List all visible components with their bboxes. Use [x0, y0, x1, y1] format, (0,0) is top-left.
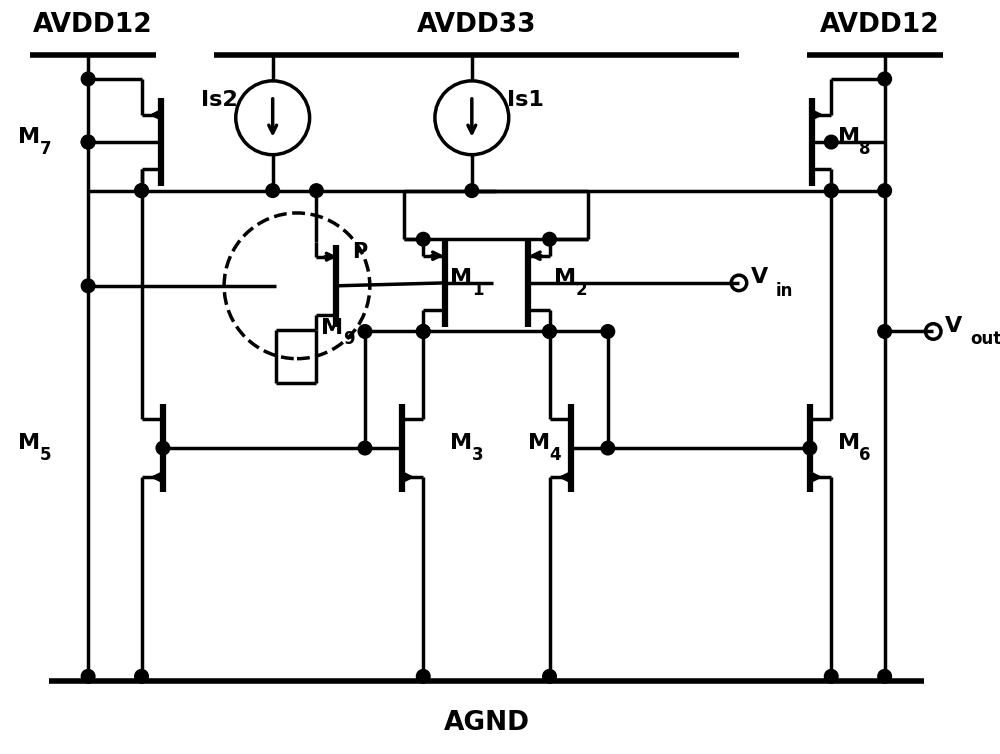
Circle shape: [266, 184, 279, 198]
Circle shape: [156, 441, 170, 455]
Text: 9: 9: [343, 330, 354, 348]
Circle shape: [601, 441, 615, 455]
Circle shape: [135, 184, 148, 198]
Text: 8: 8: [859, 139, 871, 158]
Circle shape: [601, 325, 615, 339]
Circle shape: [543, 325, 556, 339]
Circle shape: [543, 232, 556, 246]
Text: M: M: [450, 268, 473, 288]
Text: M: M: [18, 434, 40, 453]
Text: M: M: [450, 434, 473, 453]
Text: M: M: [838, 434, 860, 453]
Text: 3: 3: [472, 446, 483, 464]
Circle shape: [878, 670, 891, 683]
Circle shape: [824, 184, 838, 198]
Text: M: M: [528, 434, 550, 453]
Text: in: in: [776, 282, 793, 299]
Circle shape: [81, 135, 95, 149]
Circle shape: [543, 670, 556, 683]
Text: V: V: [751, 267, 768, 287]
Text: P: P: [352, 242, 368, 262]
Circle shape: [543, 325, 556, 339]
Text: 6: 6: [859, 446, 871, 464]
Circle shape: [803, 441, 817, 455]
Circle shape: [824, 670, 838, 683]
Circle shape: [416, 670, 430, 683]
Circle shape: [878, 184, 891, 198]
Text: 4: 4: [550, 446, 561, 464]
Circle shape: [81, 72, 95, 86]
Text: M: M: [18, 127, 40, 147]
Text: 5: 5: [40, 446, 51, 464]
Circle shape: [416, 325, 430, 339]
Circle shape: [416, 232, 430, 246]
Circle shape: [878, 325, 891, 339]
Circle shape: [824, 135, 838, 149]
Text: out: out: [970, 330, 1000, 348]
Circle shape: [358, 441, 372, 455]
Text: AVDD12: AVDD12: [820, 13, 940, 38]
Circle shape: [135, 670, 148, 683]
Text: 7: 7: [40, 139, 51, 158]
Text: AGND: AGND: [443, 710, 529, 736]
Text: M: M: [838, 127, 860, 147]
Text: M: M: [554, 268, 577, 288]
Circle shape: [878, 72, 891, 86]
Circle shape: [465, 184, 479, 198]
Text: AVDD33: AVDD33: [417, 13, 536, 38]
Text: 2: 2: [576, 280, 587, 299]
Circle shape: [81, 135, 95, 149]
Circle shape: [310, 184, 323, 198]
Text: M: M: [321, 317, 343, 338]
Circle shape: [416, 325, 430, 339]
Text: Is2: Is2: [201, 90, 238, 110]
Circle shape: [824, 184, 838, 198]
Text: 1: 1: [472, 280, 483, 299]
Circle shape: [358, 325, 372, 339]
Circle shape: [81, 279, 95, 293]
Circle shape: [81, 670, 95, 683]
Text: AVDD12: AVDD12: [33, 13, 153, 38]
Text: V: V: [945, 316, 962, 336]
Circle shape: [135, 184, 148, 198]
Text: Is1: Is1: [507, 90, 544, 110]
